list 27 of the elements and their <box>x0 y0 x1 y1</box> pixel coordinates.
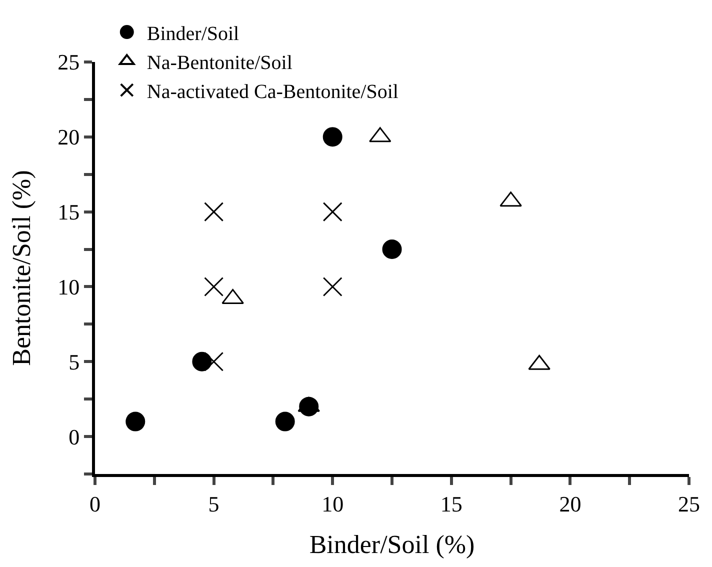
y-axis-title: Bentonite/Soil (%) <box>7 170 36 366</box>
y-tick-label: 15 <box>58 200 80 225</box>
x-tick-label: 25 <box>678 491 700 516</box>
point <box>192 352 212 372</box>
legend-label: Na-Bentonite/Soil <box>146 52 293 74</box>
point <box>204 202 224 222</box>
y-tick-label: 25 <box>58 50 80 75</box>
point <box>204 352 224 372</box>
x-tick-label: 5 <box>208 491 220 516</box>
point <box>322 127 342 147</box>
y-tick-label: 0 <box>68 424 80 450</box>
point <box>126 412 146 432</box>
point <box>322 276 342 296</box>
x-tick-label: 15 <box>440 491 462 516</box>
y-tick-label: 10 <box>58 274 80 300</box>
point <box>204 276 224 296</box>
point <box>322 202 342 222</box>
x-tick-label: 20 <box>559 491 582 516</box>
y-tick-label: 20 <box>58 124 80 150</box>
point <box>275 412 295 432</box>
x-tick-label: 0 <box>90 491 100 516</box>
y-tick-label: 5 <box>68 349 80 374</box>
x-tick-label: 10 <box>322 491 344 516</box>
legend-label: Binder/Soil <box>146 22 240 45</box>
legend-label: Na-activated Ca-Bentonite/Soil <box>146 80 399 103</box>
x-axis-title: Binder/Soil (%) <box>309 530 475 560</box>
point <box>382 240 402 260</box>
